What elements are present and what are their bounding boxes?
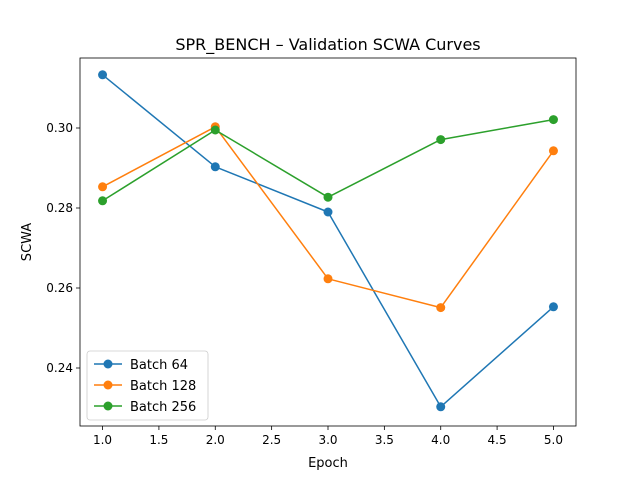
x-tick-label: 1.0	[93, 433, 112, 447]
data-point-2-0	[98, 196, 108, 206]
x-axis-label: Epoch	[308, 456, 348, 471]
data-point-0-3	[436, 402, 446, 412]
legend-label: Batch 256	[130, 400, 196, 415]
y-tick-label: 0.24	[46, 361, 73, 375]
legend-label: Batch 128	[130, 379, 196, 394]
x-tick-label: 3.5	[375, 433, 394, 447]
data-point-0-4	[548, 302, 558, 312]
x-tick-label: 1.5	[149, 433, 168, 447]
legend-box	[86, 350, 209, 421]
data-point-1-4	[548, 146, 558, 156]
plot-area: 1.0 1.5 2.0 2.5 3.0 3.5 4.0 4.5 5.0 0.24 0.26 0.28 0…	[46, 57, 577, 447]
data-point-2-4	[548, 115, 558, 125]
data-point-2-3	[436, 135, 446, 145]
y-tick-label: 0.26	[46, 281, 73, 295]
data-point-1-0	[98, 182, 108, 192]
y-tick-label: 0.30	[46, 121, 73, 135]
data-point-1-3	[436, 303, 446, 313]
data-point-2-2	[323, 192, 333, 202]
data-point-0-2	[323, 207, 333, 217]
legend-label: Batch 64	[130, 358, 188, 373]
data-point-0-1	[210, 162, 220, 172]
chart-title: SPR_BENCH – Validation SCWA Curves	[175, 35, 480, 55]
x-tick-label: 3.0	[318, 433, 337, 447]
legend-marker-0	[103, 359, 113, 369]
y-tick-label: 0.28	[46, 201, 73, 215]
data-point-2-1	[210, 125, 220, 135]
x-tick-label: 2.5	[262, 433, 281, 447]
x-tick-label: 4.0	[431, 433, 450, 447]
x-tick-label: 2.0	[206, 433, 225, 447]
data-point-1-2	[323, 274, 333, 284]
x-tick-label: 4.5	[488, 433, 507, 447]
legend-marker-2	[103, 401, 113, 411]
data-point-0-0	[98, 70, 108, 80]
legend-marker-1	[103, 380, 113, 390]
legend: Batch 64 Batch 128 Batch 256	[86, 350, 209, 421]
y-axis-label: SCWA	[20, 223, 35, 261]
x-tick-label: 5.0	[544, 433, 563, 447]
